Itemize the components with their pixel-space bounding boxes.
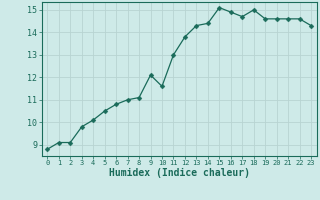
X-axis label: Humidex (Indice chaleur): Humidex (Indice chaleur) [109, 168, 250, 178]
